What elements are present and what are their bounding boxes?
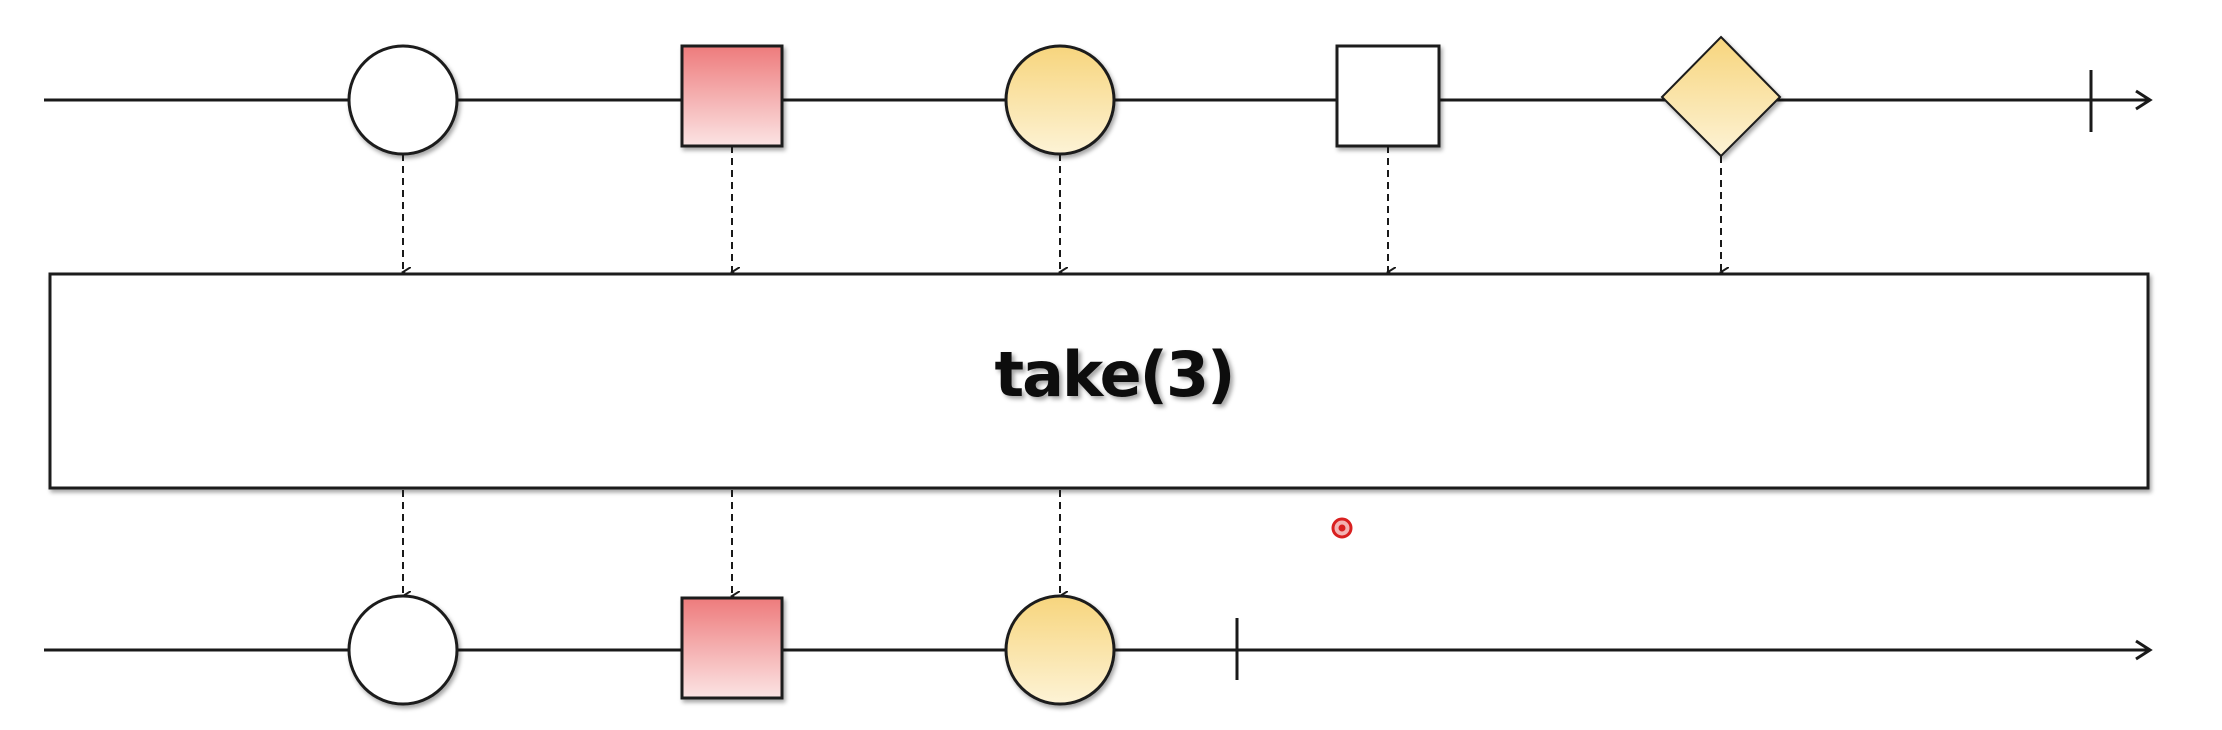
operator-to-output-arrows — [403, 490, 1060, 596]
input-timeline — [44, 35, 2153, 158]
input-timeline-arrowhead — [2135, 89, 2153, 111]
operator-box: take(3) — [48, 272, 2150, 490]
operator-label: take(3) — [995, 338, 1234, 411]
input-item-white-square — [1335, 44, 1441, 148]
output-item-yellow-circle — [1004, 594, 1116, 706]
input-item-yellow-diamond — [1660, 35, 1782, 158]
input-to-operator-arrows — [403, 146, 1721, 272]
input-item-yellow-circle — [1004, 44, 1116, 156]
cursor-indicator — [1331, 517, 1353, 539]
input-item-red-square — [680, 44, 784, 148]
operator-box-rect — [48, 272, 2150, 490]
output-timeline — [44, 594, 2153, 706]
output-item-white-circle — [347, 594, 459, 706]
input-item-white-circle — [347, 44, 459, 156]
output-timeline-arrowhead — [2135, 639, 2153, 661]
output-item-red-square — [680, 596, 784, 700]
